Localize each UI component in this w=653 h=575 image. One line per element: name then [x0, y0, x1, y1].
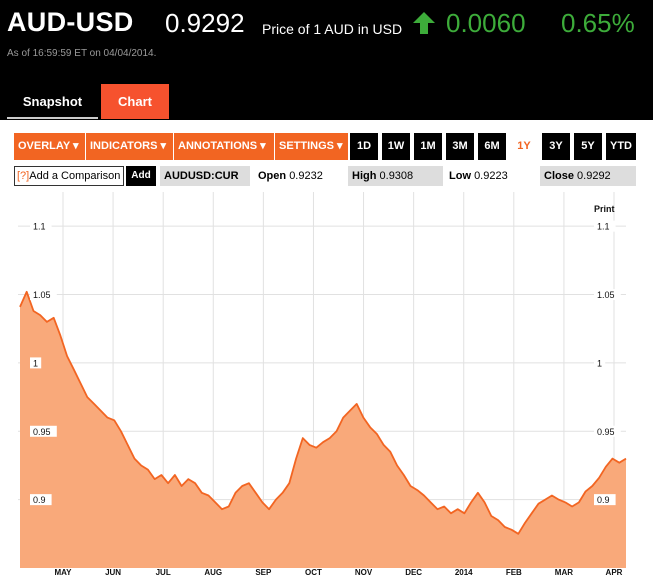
low-label: Low [449, 170, 471, 182]
open-stat: Open 0.9232 [254, 166, 344, 186]
quote-symbol: AUDUSD:CUR [160, 166, 250, 186]
y-tick-label-right: 1 [597, 358, 602, 368]
high-stat: High 0.9308 [348, 166, 443, 186]
print-link[interactable]: Print [594, 204, 615, 214]
y-tick-label-bg-right [594, 357, 606, 369]
x-tick-label: JUN [105, 568, 121, 575]
close-label: Close [544, 170, 574, 182]
high-value: 0.9308 [379, 170, 414, 182]
overlay-menu[interactable]: OVERLAY ▾ [14, 133, 85, 160]
x-tick-label: FEB [506, 568, 522, 575]
price-line [19, 290, 627, 535]
y-tick-label-right: 1.1 [597, 222, 610, 232]
price-change: 0.0060 [446, 8, 526, 38]
up-arrow-icon [413, 12, 435, 34]
low-value: 0.9223 [474, 170, 508, 182]
y-tick-label-left: 0.95 [33, 427, 51, 437]
x-tick-label: AUG [204, 568, 222, 575]
x-tick-label: OCT [305, 568, 322, 575]
y-tick-label-right: 1.05 [597, 290, 615, 300]
range-6m-button[interactable]: 6M [478, 133, 506, 160]
y-tick-label-bg-left [30, 220, 52, 232]
price-chart[interactable]: 1.1 1.1 1.05 1.05 1 1 0.95 0.95 0.9 0.9 MAY JUN JUL A… [0, 192, 653, 575]
y-tick-label-right: 0.95 [597, 427, 615, 437]
y-tick-label-bg-right [594, 289, 621, 301]
open-value: 0.9232 [289, 170, 323, 182]
close-value: 0.9292 [577, 170, 611, 182]
tab-chart[interactable]: Chart [101, 84, 169, 119]
price-label: Price of 1 AUD in USD [262, 21, 403, 37]
y-tick-label-bg-right [594, 425, 621, 437]
y-tick-label-bg-right [594, 494, 616, 506]
chart-panel: OVERLAY ▾ INDICATORS ▾ ANNOTATIONS ▾ SET… [0, 120, 653, 575]
settings-menu[interactable]: SETTINGS ▾ [275, 133, 348, 160]
y-tick-label-bg-left [30, 357, 42, 369]
price-change-percent: 0.65% [561, 8, 635, 38]
annotations-menu[interactable]: ANNOTATIONS ▾ [174, 133, 274, 160]
y-tick-label-left: 1.05 [33, 290, 51, 300]
x-tick-label: NOV [355, 568, 373, 575]
range-1d-button[interactable]: 1D [350, 133, 378, 160]
help-icon[interactable]: [?] [17, 170, 30, 182]
price-area [20, 291, 626, 568]
range-1w-button[interactable]: 1W [382, 133, 410, 160]
tab-snapshot[interactable]: Snapshot [7, 84, 98, 119]
y-tick-label-left: 0.9 [33, 495, 46, 505]
x-tick-label: 2014 [455, 568, 473, 575]
y-tick-label-bg-right [594, 220, 616, 232]
low-stat: Low 0.9223 [445, 166, 535, 186]
close-stat: Close 0.9292 [540, 166, 636, 186]
range-3y-button[interactable]: 3Y [542, 133, 570, 160]
comparison-input[interactable]: [?]Add a Comparison [14, 166, 124, 186]
symbol-title: AUD-USD [7, 7, 134, 37]
x-tick-label: JUL [156, 568, 171, 575]
y-tick-label-bg-left [30, 425, 57, 437]
high-label: High [352, 170, 377, 182]
range-1m-button[interactable]: 1M [414, 133, 442, 160]
x-tick-label: DEC [405, 568, 422, 575]
range-ytd-button[interactable]: YTD [606, 133, 636, 160]
y-tick-label-right: 0.9 [597, 495, 610, 505]
quote-header: AUD-USD 0.9292 Price of 1 AUD in USD 0.0… [0, 0, 653, 70]
y-tick-label-bg-left [30, 494, 52, 506]
x-tick-label: MAR [555, 568, 573, 575]
last-price: 0.9292 [165, 8, 245, 38]
x-tick-label: APR [606, 568, 623, 575]
range-3m-button[interactable]: 3M [446, 133, 474, 160]
range-1y-button[interactable]: 1Y [510, 133, 538, 160]
indicators-menu[interactable]: INDICATORS ▾ [86, 133, 173, 160]
comparison-placeholder: Add a Comparison [29, 170, 121, 182]
y-tick-label-left: 1.1 [33, 222, 46, 232]
x-tick-label: MAY [54, 568, 72, 575]
add-comparison-button[interactable]: Add [126, 166, 156, 186]
as-of-timestamp: As of 16:59:59 ET on 04/04/2014. [7, 48, 157, 59]
range-5y-button[interactable]: 5Y [574, 133, 602, 160]
open-label: Open [258, 170, 287, 182]
y-tick-label-bg-left [30, 289, 57, 301]
y-tick-label-left: 1 [33, 358, 38, 368]
x-tick-label: SEP [255, 568, 272, 575]
